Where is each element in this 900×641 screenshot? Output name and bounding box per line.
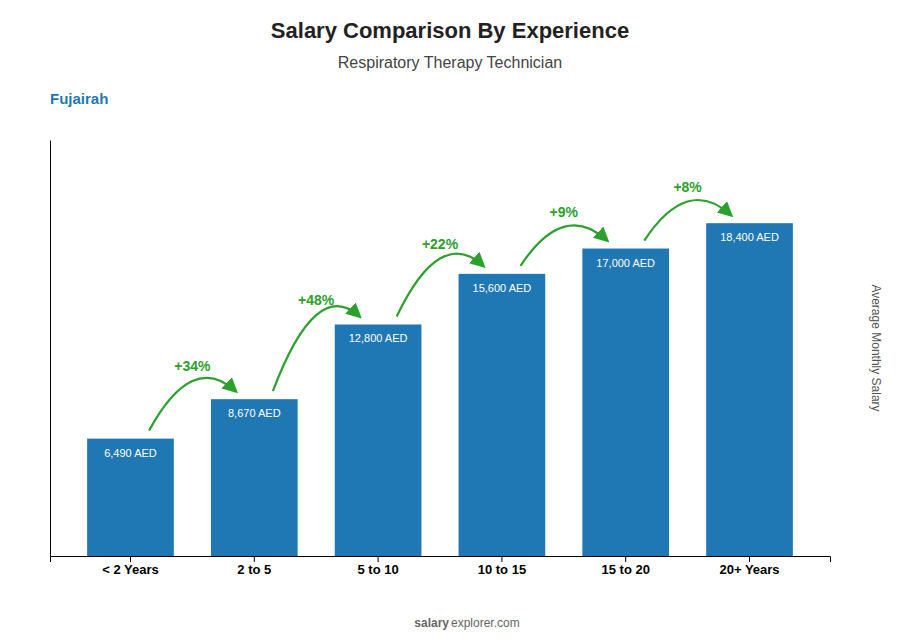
x-tick: 2 to 5 [237,556,271,577]
x-tick-label: < 2 Years [102,562,159,577]
change-label: +8% [673,179,702,195]
change-label: +9% [550,204,579,220]
x-tick-mark [625,556,626,562]
footer: salary [414,616,449,630]
data-label: 17,000 AED [596,257,655,269]
subtitle: Respiratory Therapy Technician [338,54,562,71]
chart: Salary Comparison By Experience Respirato… [0,0,900,641]
data-label: 18,400 AED [720,231,779,243]
y-axis [50,141,51,557]
x-tick-label: 5 to 10 [358,562,399,577]
x-axis-line [51,557,831,563]
x-tick-mark [254,556,255,562]
x-tick: < 2 Years [102,556,159,577]
bar [582,249,669,556]
change-arrow [273,306,360,391]
x-tick-label: 20+ Years [719,562,779,577]
y-axis-line [50,141,51,557]
x-tick-label: 15 to 20 [602,562,650,577]
bar [335,324,422,556]
data-label: 12,800 AED [349,332,408,344]
bars [87,223,793,556]
change-label: +34% [174,358,211,374]
changes: +34% +48% +22% +9% +8% [149,179,731,431]
change-arrow [149,378,236,431]
x-tick-label: 2 to 5 [237,562,271,577]
bar [211,399,298,556]
x-tick-mark [130,556,131,562]
x-tick-mark [749,556,750,562]
data-label: 15,600 AED [473,282,532,294]
y-axis-title: Average Monthly Salary [869,284,883,411]
data-label: 8,670 AED [228,407,281,419]
x-axis: < 2 Years 2 to 5 5 to 10 10 to 15 15 to 20 20… [51,556,831,577]
city: Fujairah [50,90,108,107]
data-label: 6,490 AED [104,447,157,459]
x-tick: 5 to 10 [358,556,399,577]
data-labels: 6,490 AED 8,670 AED 12,800 AED 15,600 AED 17… [104,231,779,458]
x-tick: 15 to 20 [602,556,650,577]
x-tick-label: 10 to 15 [478,562,526,577]
bar [87,439,174,556]
footer: explorer.com [451,616,520,630]
x-tick-mark [501,556,502,562]
change-arrow [520,225,607,266]
change-arrow [397,254,484,317]
bar [459,274,546,556]
change-label: +22% [422,236,459,252]
change-arrow [644,200,731,241]
bar [706,223,793,556]
change-label: +48% [298,292,335,308]
x-tick: 10 to 15 [478,556,526,577]
x-tick: 20+ Years [719,556,779,577]
x-tick-mark [378,556,379,562]
plot: < 2 Years 2 to 5 5 to 10 10 to 15 15 to 20 20… [51,141,831,578]
title: Salary Comparison By Experience [271,18,629,43]
